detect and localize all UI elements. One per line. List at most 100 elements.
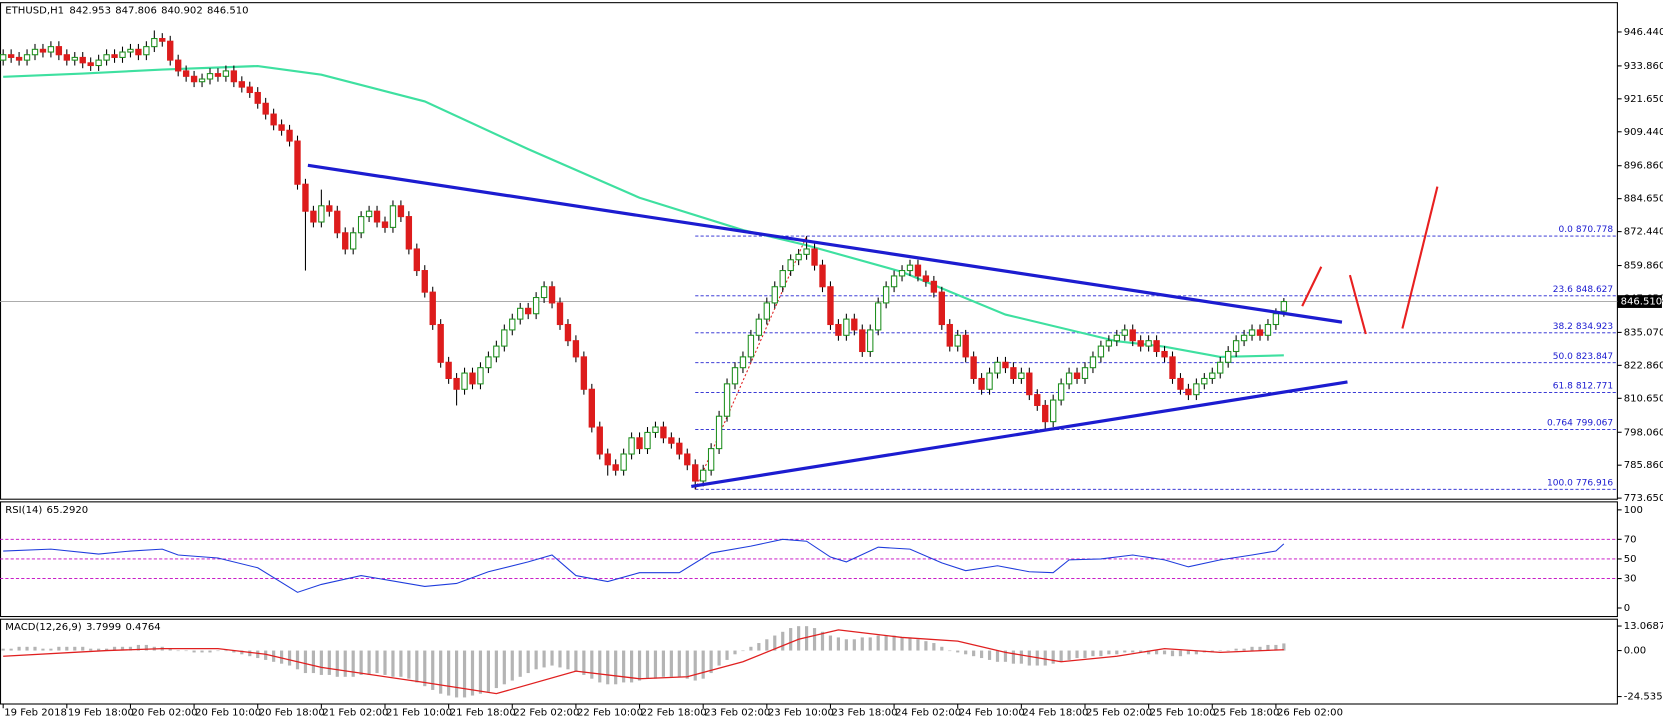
candle-body: [548, 286, 556, 304]
x-tick-label: 19 Feb 2018: [4, 708, 67, 719]
y-tick-label: 884.650: [1624, 194, 1663, 205]
candle-body: [135, 48, 142, 56]
macd-bar: [343, 650, 347, 677]
candle-body: [1105, 340, 1113, 347]
macd-bar: [89, 648, 93, 651]
x-tick-label: 21 Feb 02:00: [322, 708, 388, 719]
macd-bar: [1274, 644, 1278, 651]
macd-bar: [900, 637, 904, 651]
candle-body: [556, 302, 564, 326]
candle-body: [1256, 329, 1264, 336]
macd-bar: [208, 650, 212, 653]
macd-bar: [447, 650, 451, 696]
macd-bar: [717, 650, 721, 666]
candle-body: [1177, 377, 1184, 390]
y-tick-label: -24.5353: [1624, 692, 1663, 703]
macd-bar: [741, 650, 745, 652]
macd-bar: [319, 650, 323, 675]
candle-body: [1018, 372, 1025, 380]
header-open: 842.953: [69, 6, 111, 17]
candle-body: [214, 73, 222, 77]
macd-bar: [1043, 650, 1047, 666]
x-tick-label: 24 Feb 02:00: [895, 708, 961, 719]
macd-bar: [622, 650, 626, 683]
candle-body: [692, 464, 699, 482]
candle-body: [1073, 372, 1081, 380]
candle-body: [318, 205, 325, 223]
candle-body: [1209, 372, 1216, 380]
x-tick-label: 21 Feb 18:00: [450, 708, 516, 719]
macd-bar: [399, 650, 403, 677]
macd-bar: [1003, 650, 1008, 662]
macd-bar: [860, 637, 864, 651]
macd-bar: [558, 650, 562, 668]
candle-body: [357, 216, 365, 234]
candle-body: [771, 286, 778, 304]
candle-body: [620, 453, 627, 471]
y-tick-label: 933.860: [1624, 61, 1663, 72]
macd-bar: [184, 650, 188, 652]
candle-body: [349, 232, 357, 250]
candle-body: [278, 124, 285, 131]
candle-body: [755, 318, 763, 336]
candle-body: [1272, 313, 1280, 326]
fib-level-name: 38.2: [1553, 322, 1573, 332]
candle-body: [143, 46, 150, 56]
candle-body: [7, 54, 15, 58]
candle-body: [39, 48, 47, 53]
candle-body: [914, 264, 922, 277]
macd-bar: [1067, 650, 1071, 660]
candle-body: [938, 291, 945, 326]
candle-body: [588, 388, 595, 428]
fib-level-price: 870.778: [1576, 225, 1613, 235]
candle-body: [763, 302, 770, 320]
candle-body: [1264, 323, 1272, 336]
candle-body: [540, 286, 548, 299]
macd-bar: [645, 650, 650, 679]
fib-level-price: 799.067: [1576, 419, 1613, 429]
x-tick-label: 22 Feb 10:00: [577, 708, 643, 719]
candle-body: [517, 307, 524, 320]
macd-bar: [964, 650, 968, 655]
macd-bar: [892, 635, 896, 651]
macd-bar: [661, 650, 665, 677]
macd-bar: [725, 650, 729, 660]
macd-bar: [836, 637, 840, 651]
macd-panel: [0, 618, 1618, 705]
macd-bar: [518, 650, 522, 677]
candle-body: [1185, 388, 1192, 396]
macd-bar: [494, 650, 498, 689]
candle-body: [1042, 404, 1049, 423]
macd-bar: [1051, 650, 1055, 664]
candle-body: [485, 356, 492, 369]
macd-bar: [614, 650, 618, 685]
macd-bar: [248, 650, 252, 657]
y-tick-label: 872.440: [1624, 227, 1663, 238]
candle-body: [405, 216, 413, 250]
macd-bar: [924, 641, 928, 651]
fib-level-name: 100.0: [1547, 478, 1573, 488]
candle-body: [1113, 334, 1120, 342]
macd-bar: [240, 650, 244, 655]
macd-bar: [979, 650, 984, 659]
macd-bar: [216, 650, 220, 652]
macd-bar: [112, 646, 117, 651]
y-tick-label: 0.00: [1624, 646, 1646, 657]
x-tick-label: 20 Feb 18:00: [259, 708, 325, 719]
candle-body: [493, 345, 500, 358]
candle-body: [1153, 340, 1160, 353]
candle-body: [954, 334, 961, 347]
macd-bar: [908, 637, 912, 651]
candle-body: [1137, 340, 1144, 347]
macd-bar: [1091, 650, 1095, 657]
macd-bar: [709, 650, 713, 674]
y-tick-label: 785.860: [1624, 460, 1663, 471]
candle-body: [47, 46, 55, 53]
moving-average: [3, 64, 1284, 358]
candle-body: [151, 38, 158, 48]
rsi-name: RSI(14): [5, 505, 42, 516]
macd-signal: 0.4764: [125, 622, 160, 633]
macd-bar: [765, 639, 769, 651]
y-tick-label: 773.650: [1624, 493, 1663, 504]
